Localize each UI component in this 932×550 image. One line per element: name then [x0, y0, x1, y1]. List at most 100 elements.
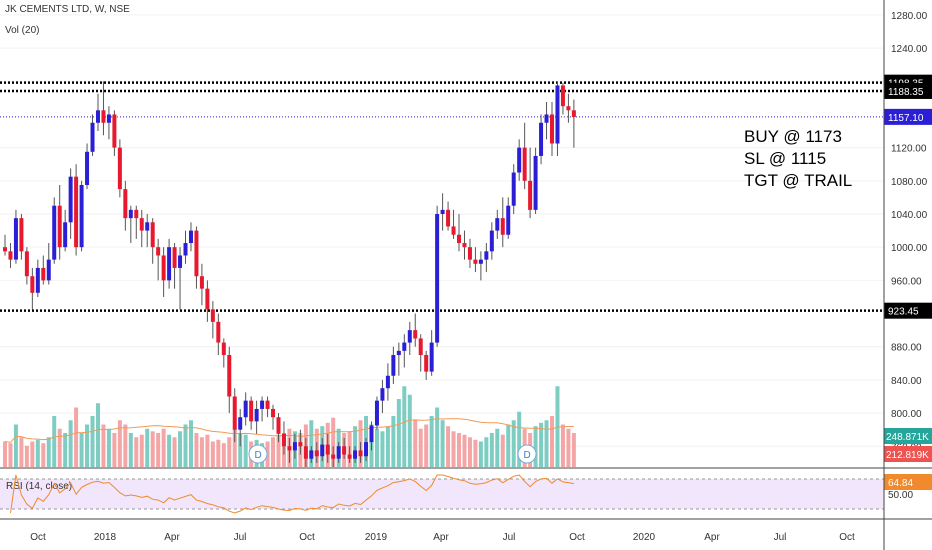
- volume-bar: [24, 445, 29, 467]
- volume-bar: [402, 386, 407, 467]
- candle-body: [68, 176, 73, 223]
- volume-bar: [550, 416, 554, 467]
- volume-bar: [462, 434, 467, 467]
- candle-body: [221, 342, 226, 356]
- candle-body: [57, 205, 62, 248]
- volume-ma-line: [4, 418, 574, 443]
- candle-body: [511, 172, 516, 206]
- time-tick-label: Jul: [503, 532, 516, 543]
- volume-bar: [489, 433, 494, 467]
- candle-body: [205, 288, 210, 310]
- time-tick-label: Apr: [433, 532, 449, 543]
- volume-bar: [544, 420, 549, 467]
- dividend-marker-label: D: [524, 450, 531, 461]
- volume-bar: [112, 433, 117, 467]
- volume-bar: [52, 416, 57, 467]
- candle-body: [571, 110, 576, 117]
- candle-body: [150, 222, 155, 248]
- candle-body: [478, 259, 483, 264]
- volume-bar: [380, 431, 385, 467]
- volume-bar: [221, 443, 226, 467]
- volume-bar: [68, 420, 73, 467]
- candles: [3, 81, 576, 467]
- candle-body: [199, 276, 204, 289]
- candle-body: [462, 243, 467, 248]
- volume-badge: [884, 428, 932, 444]
- candle-body: [249, 400, 254, 422]
- time-tick-label: Oct: [299, 532, 315, 543]
- volume-bar: [560, 424, 565, 467]
- candle-body: [314, 450, 319, 457]
- volume-bar: [424, 424, 429, 467]
- candle-body: [325, 444, 330, 455]
- volume-bar: [8, 443, 13, 467]
- candle-body: [528, 180, 533, 210]
- candle-body: [331, 454, 336, 459]
- candle-body: [134, 209, 139, 219]
- candle-body: [413, 330, 418, 339]
- level-badge: [884, 82, 932, 99]
- volume-bar: [46, 437, 51, 467]
- candle-body: [457, 234, 462, 244]
- volume-bar: [210, 441, 215, 467]
- volume-bar: [429, 416, 434, 467]
- volume-bar: [265, 441, 270, 467]
- candle-body: [446, 209, 451, 227]
- volume-bar: [467, 437, 472, 467]
- candle-body: [347, 454, 352, 459]
- candle-body: [467, 247, 472, 260]
- candle-body: [364, 442, 369, 457]
- dividend-marker: [517, 444, 537, 464]
- candle-body: [24, 251, 29, 277]
- dividend-marker: [248, 444, 268, 464]
- candle-body: [238, 417, 243, 430]
- volume-bar: [41, 443, 46, 467]
- volume-bar: [205, 434, 210, 467]
- volume-bar: [63, 433, 68, 467]
- volume-bar: [446, 426, 451, 467]
- rsi-band: [0, 479, 884, 509]
- volume-bar: [413, 420, 418, 467]
- volume-bar: [238, 433, 243, 467]
- volume-bar: [150, 431, 155, 467]
- volume-value-label: 212.819K: [886, 450, 929, 461]
- candle-body: [336, 446, 341, 459]
- candle-body: [353, 450, 358, 459]
- volume-bar: [418, 428, 423, 467]
- price-tick-label: 1080.00: [891, 177, 928, 188]
- volume-bar: [271, 437, 276, 467]
- time-tick-label: Apr: [704, 532, 720, 543]
- rsi-label: RSI (14, close): [6, 481, 72, 492]
- grid: [0, 14, 884, 447]
- volume-bar: [539, 422, 544, 467]
- candle-body: [539, 122, 544, 156]
- volume-bars: [3, 386, 576, 467]
- volume-bar: [500, 434, 505, 467]
- candle-body: [560, 85, 565, 107]
- candle-body: [3, 247, 7, 252]
- volume-bar: [396, 399, 401, 467]
- volume-bar: [533, 426, 538, 467]
- price-tick-label: 960.00: [891, 276, 922, 287]
- candle-body: [260, 400, 265, 409]
- volume-bar: [134, 437, 139, 467]
- candle-body: [309, 450, 314, 459]
- candle-body: [506, 205, 511, 235]
- volume-bar: [440, 420, 445, 467]
- candle-body: [194, 230, 199, 277]
- candle-body: [265, 400, 270, 409]
- candle-body: [188, 230, 193, 244]
- volume-bar: [90, 416, 95, 467]
- candle-body: [435, 214, 440, 343]
- candle-body: [161, 255, 166, 281]
- rsi-value-label: 64.84: [888, 478, 913, 489]
- candle-body: [79, 184, 84, 248]
- candle-body: [495, 218, 500, 231]
- time-tick-label: 2018: [94, 532, 117, 543]
- volume-bar: [178, 431, 183, 467]
- candle-body: [19, 218, 24, 252]
- candle-body: [117, 147, 122, 190]
- candle-body: [369, 425, 374, 443]
- volume-bar: [495, 428, 500, 467]
